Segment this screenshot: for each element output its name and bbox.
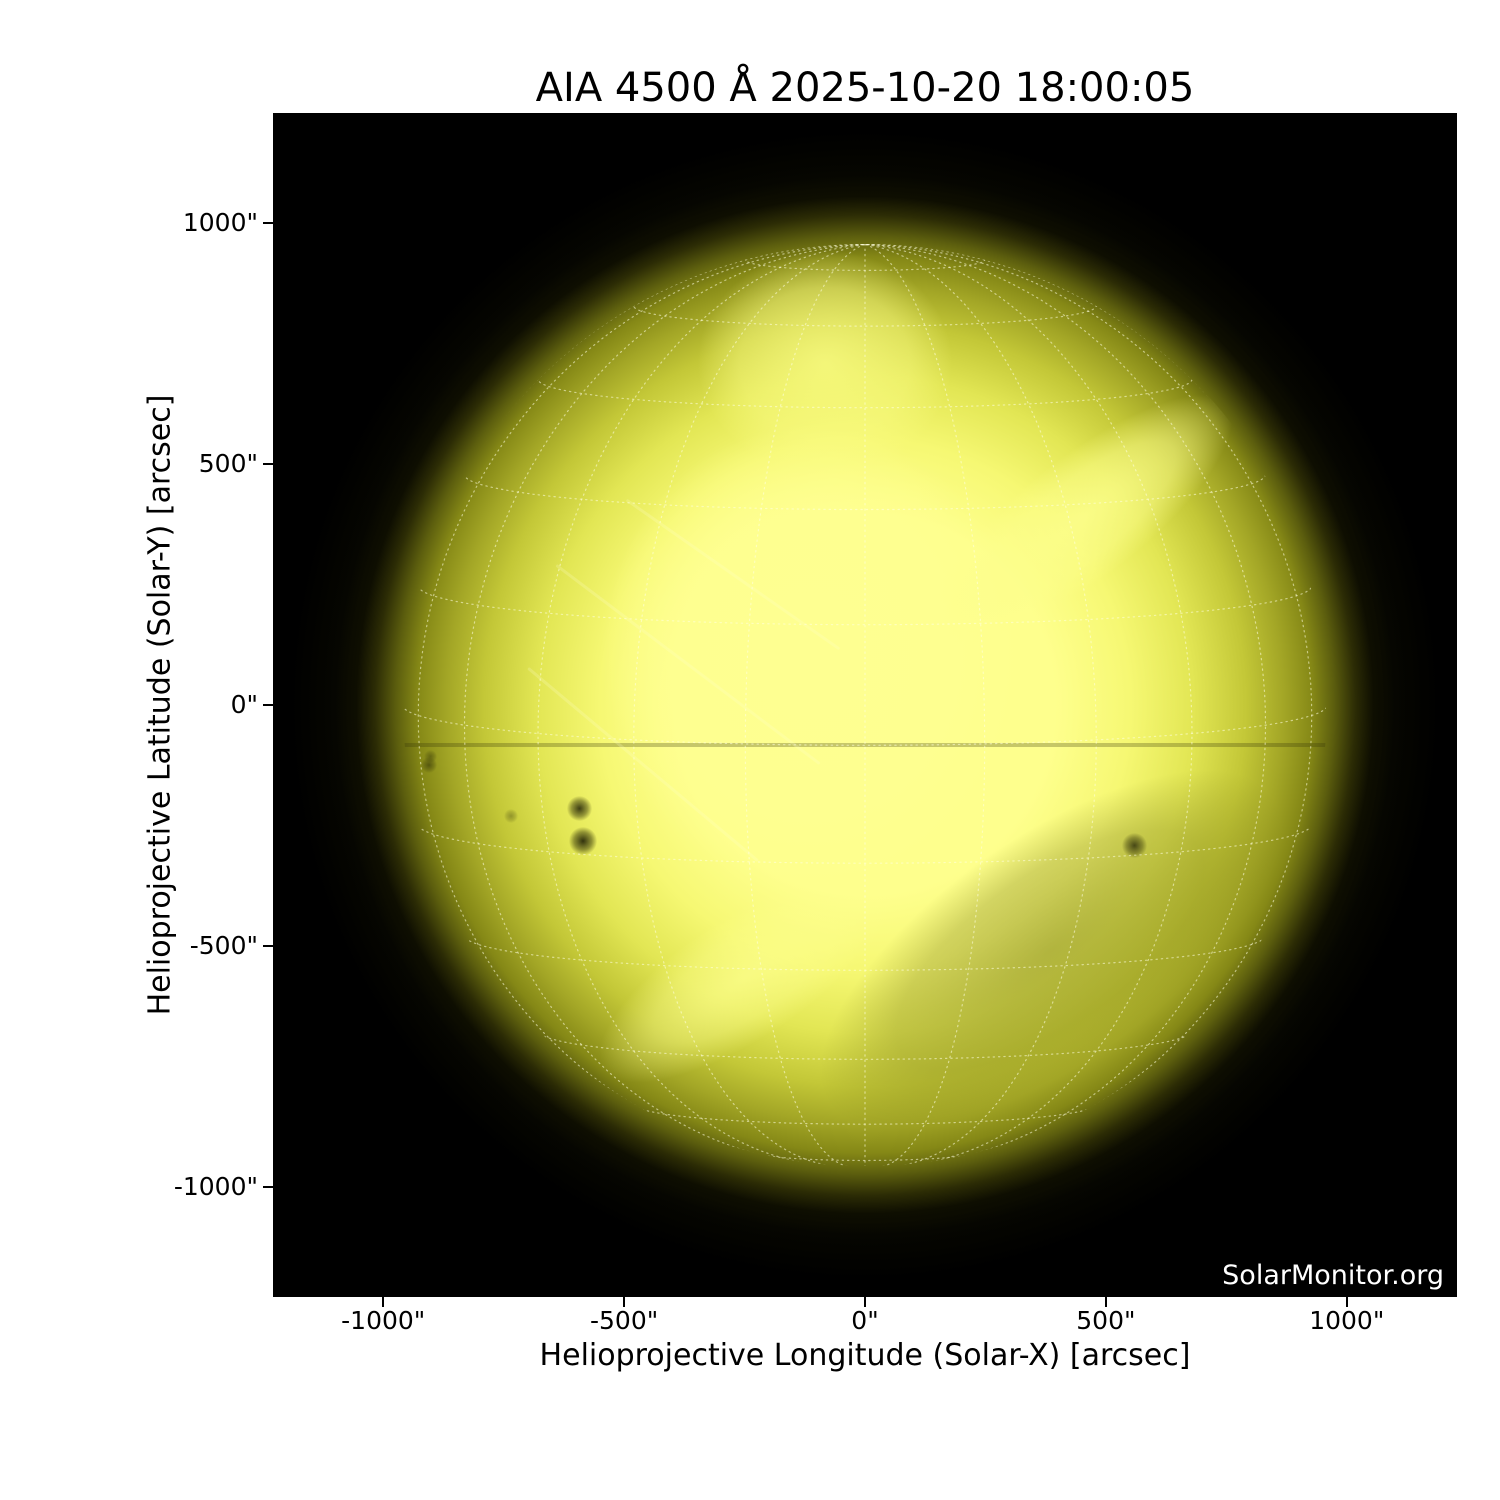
equatorial-seam-artifact [403,743,1327,747]
grid-line-latitude [633,302,1097,327]
grid-line-meridian [864,244,1267,1163]
grid-line-meridian [864,244,986,1166]
grid-line-latitude [417,585,1313,626]
y-tick-mark [263,1185,273,1188]
grid-line-latitude [417,825,1313,864]
heliographic-grid [404,244,1326,1166]
sunspot [424,750,437,763]
x-tick-label: 500" [1076,1306,1136,1335]
sunspot [569,826,598,855]
grid-line-latitude [539,1033,1191,1060]
grid-line-meridian [537,244,866,1166]
sunspot [420,757,438,774]
x-tick-mark [382,1297,385,1307]
x-tick-mark [623,1297,626,1307]
y-tick-label: 1000" [182,208,258,238]
x-tick-mark [864,1297,866,1307]
y-tick-label: 500" [198,449,258,479]
sunspot [503,808,519,824]
x-tick-label: -500" [589,1306,659,1335]
grid-line-meridian [864,244,1326,706]
y-tick-label: 0" [230,690,258,719]
grid-line-latitude [463,472,1267,511]
y-tick-label: -500" [189,930,258,960]
y-tick-mark [263,704,273,706]
grid-line-meridian [864,244,1313,1143]
grid-line-meridian [633,244,866,1166]
y-tick-mark [263,944,273,947]
sunspot [567,795,593,821]
x-axis-label: Helioprojective Longitude (Solar-X) [arc… [539,1338,1191,1373]
y-tick-label: -1000" [173,1171,258,1201]
watermark-text: SolarMonitor.org [1222,1260,1444,1291]
bright-north-region [655,243,995,513]
grid-line-meridian [463,244,866,1163]
grid-line-latitude [404,704,1326,746]
x-tick-mark [1345,1297,1348,1307]
x-tick-mark [1104,1297,1107,1307]
y-tick-mark [263,463,273,466]
sun-disk-features [403,243,1327,1167]
grid-line-meridian [744,244,866,1166]
y-tick-mark [263,222,273,225]
x-tick-label: -1000" [341,1306,426,1335]
sunspot [1122,833,1148,859]
x-tick-label: 0" [851,1306,879,1335]
grid-line-meridian [864,244,1193,1166]
grid-line-meridian [404,244,866,706]
plot-area: SolarMonitor.org [273,113,1457,1297]
grid-line-meridian [864,244,1097,1166]
x-tick-label: 1000" [1309,1306,1385,1335]
grid-line-latitude [744,256,986,271]
grid-line-meridian [417,244,866,1143]
plot-title: AIA 4500 Å 2025-10-20 18:00:05 [535,65,1195,111]
